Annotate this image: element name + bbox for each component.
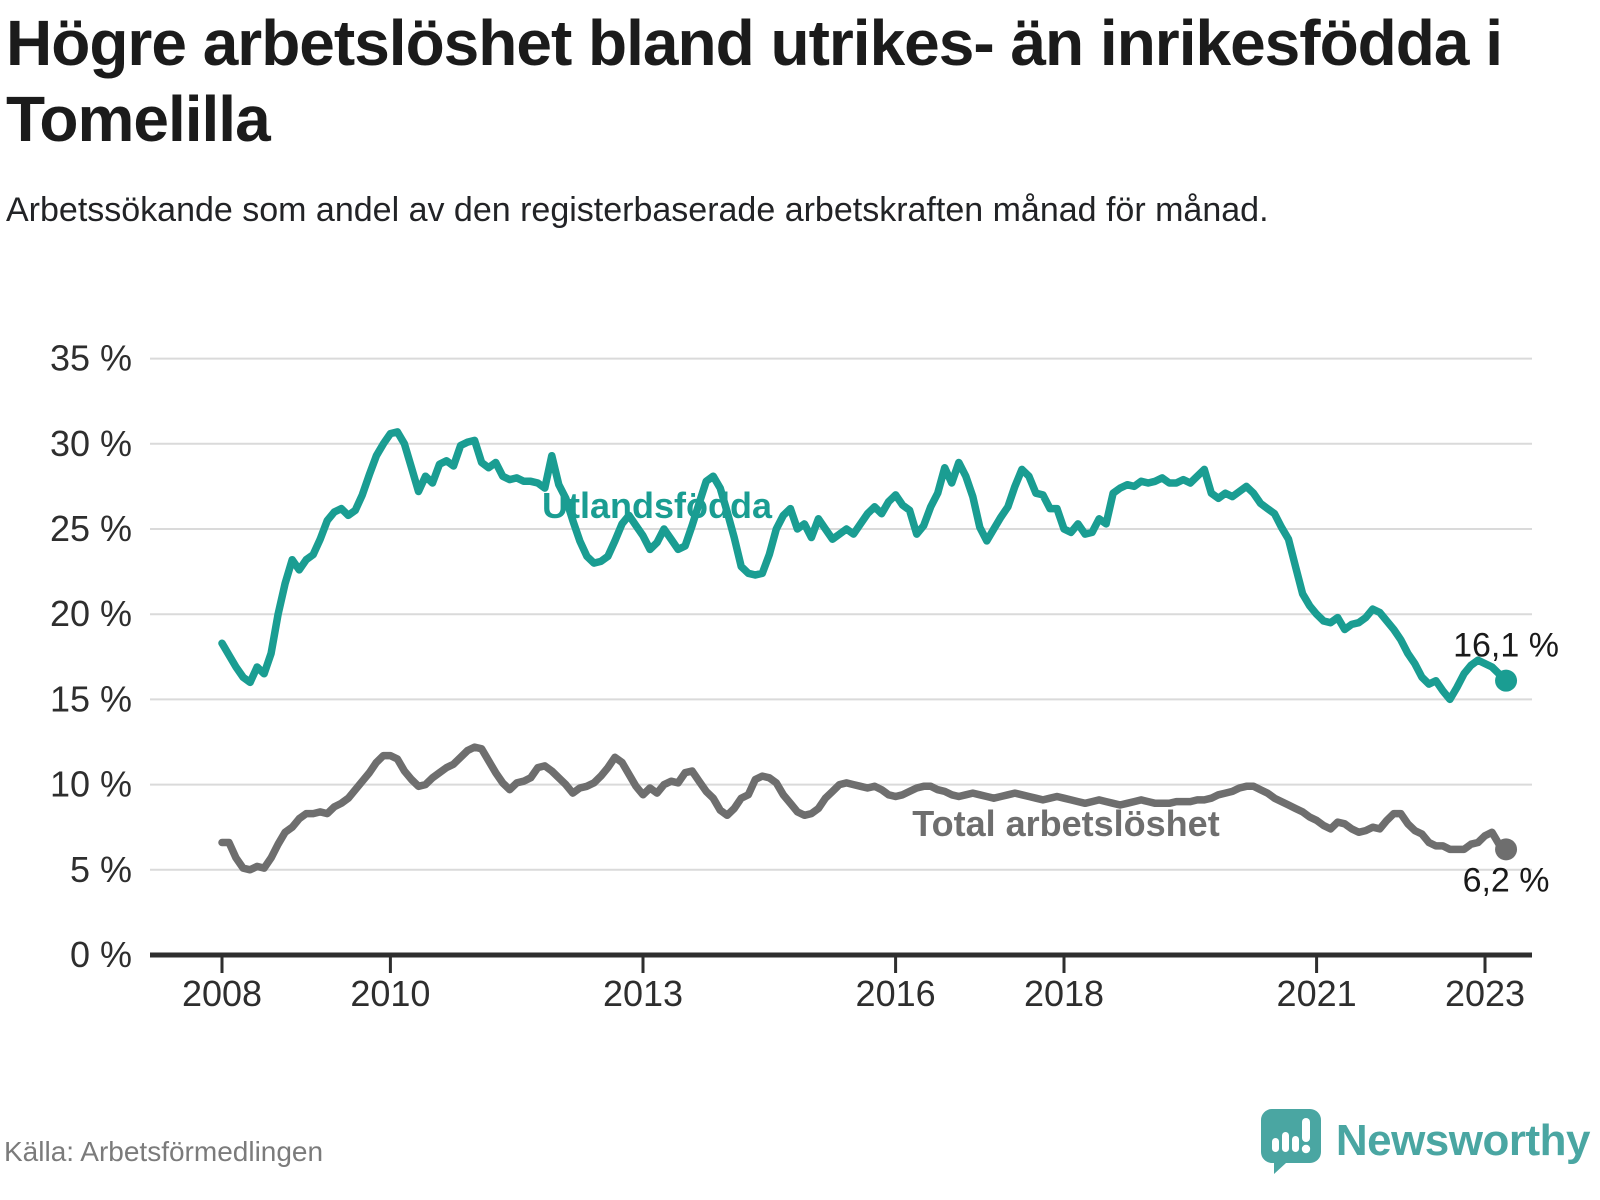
end-dot-total	[1495, 838, 1518, 861]
page-subtitle: Arbetssökande som andel av den registerb…	[6, 191, 1269, 230]
series-line-utlandsfodda	[218, 428, 1510, 704]
x-axis-label-2013: 2013	[603, 973, 683, 1014]
x-axis-label-2018: 2018	[1024, 973, 1104, 1014]
y-axis-label-10: 10 %	[50, 764, 132, 805]
chart-area: 0 % 5 % 10 % 15 % 20 % 25 % 30 % 35 % 2008 2010 20…	[0, 330, 1600, 1020]
unemployment-line-chart: 0 % 5 % 10 % 15 % 20 % 25 % 30 % 35 % 2008 2010 20…	[50, 338, 1559, 1014]
y-axis-label-35: 35 %	[50, 338, 132, 379]
end-dot-utlandsfodda	[1495, 669, 1518, 692]
y-axis-label-20: 20 %	[50, 593, 132, 634]
end-value-label-utlandsfodda: 16,1 %	[1453, 627, 1559, 665]
end-value-label-total: 6,2 %	[1463, 861, 1550, 899]
source-text: Källa: Arbetsförmedlingen	[4, 1136, 324, 1167]
series-label-total: Total arbetslöshet	[912, 803, 1219, 844]
series-line-total	[218, 743, 1510, 874]
x-axis-label-2023: 2023	[1445, 973, 1525, 1014]
x-axis-label-2010: 2010	[350, 973, 430, 1014]
newsworthy-logo-icon	[1260, 1109, 1321, 1174]
y-axis-label-0: 0 %	[70, 934, 132, 975]
newsworthy-brand: Newsworthy	[1260, 1108, 1591, 1174]
brand-name: Newsworthy	[1335, 1116, 1591, 1165]
x-axis-label-2008: 2008	[182, 973, 262, 1014]
y-axis-label-15: 15 %	[50, 678, 132, 719]
chart-header: Högre arbetslöshet bland utrikes- än inr…	[6, 6, 1566, 237]
y-axis-label-25: 25 %	[50, 508, 132, 549]
y-axis-label-30: 30 %	[50, 423, 132, 464]
x-axis-label-2016: 2016	[856, 973, 936, 1014]
page-title: Högre arbetslöshet bland utrikes- än inr…	[6, 7, 1503, 155]
chart-footer: Källa: Arbetsförmedlingen Newsworthy	[0, 1100, 1600, 1200]
x-axis-label-2021: 2021	[1277, 973, 1357, 1014]
y-axis-label-5: 5 %	[70, 849, 132, 890]
series-label-utlandsfodda: Utlandsfödda	[542, 485, 773, 526]
